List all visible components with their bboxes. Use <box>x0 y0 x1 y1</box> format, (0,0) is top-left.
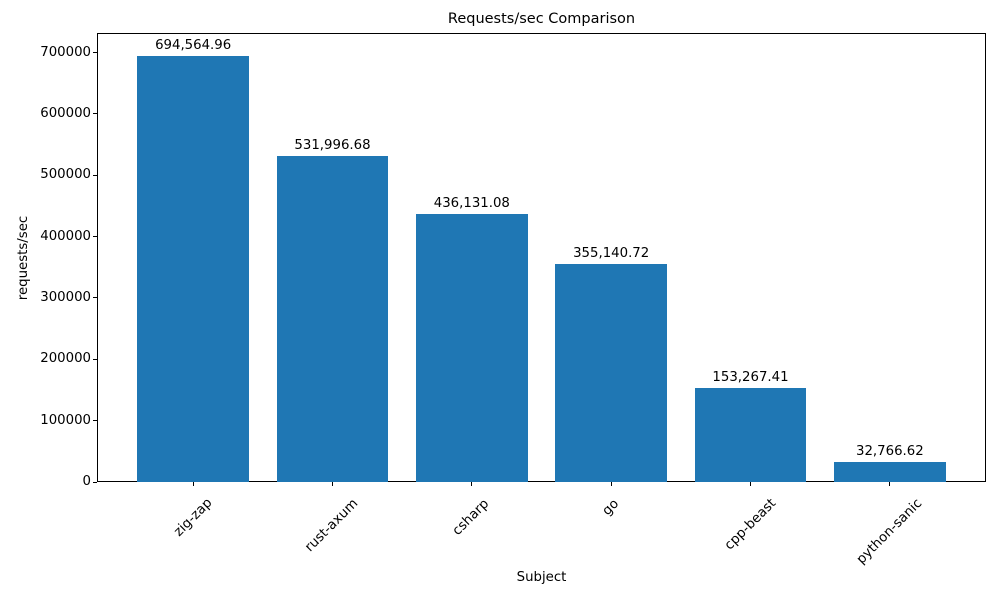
y-tick-label: 0 <box>82 474 91 489</box>
y-tick-mark <box>93 174 97 176</box>
bar-value-label: 531,996.68 <box>294 137 371 153</box>
y-tick-mark <box>93 358 97 360</box>
x-tick-mark <box>889 482 891 486</box>
y-tick-label: 200000 <box>40 351 91 367</box>
bar-rust-axum <box>276 155 389 482</box>
bar-value-label: 153,267.41 <box>712 369 789 385</box>
y-tick-label: 300000 <box>40 289 91 305</box>
y-tick-mark <box>93 113 97 115</box>
bars-layer: 694,564.96 531,996.68 436,131.08 355,140.72… <box>97 33 986 482</box>
x-tick-mark <box>331 482 333 486</box>
bar-zig-zap <box>137 55 249 482</box>
bar-go <box>555 264 667 482</box>
x-axis-label: Subject <box>516 570 567 585</box>
y-tick-label: 700000 <box>40 44 91 60</box>
x-tick-mark <box>750 482 751 486</box>
x-tick-mark <box>610 482 612 486</box>
y-tick-mark <box>93 297 97 299</box>
y-tick-mark <box>93 52 97 54</box>
bar-python-sanic <box>834 461 946 482</box>
bar-value-label: 32,766.62 <box>856 443 924 459</box>
bar-value-label: 355,140.72 <box>573 246 650 262</box>
x-tick-label: python-sanic <box>853 496 926 568</box>
x-tick-label: cpp-beast <box>721 496 779 554</box>
bar-csharp <box>416 214 528 482</box>
y-tick-label: 500000 <box>40 167 91 183</box>
x-tick-label: csharp <box>450 496 493 539</box>
x-tick-label: zig-zap <box>170 495 216 541</box>
y-tick-label: 400000 <box>40 228 91 244</box>
plot-area <box>97 33 986 482</box>
chart-title: Requests/sec Comparison <box>447 11 636 27</box>
bar-cpp-beast <box>694 387 807 482</box>
y-tick-label: 600000 <box>40 105 91 121</box>
bar-value-label: 694,564.96 <box>155 37 232 53</box>
x-tick-mark <box>192 482 194 486</box>
x-tick-mark <box>471 482 473 486</box>
x-tick-label: go <box>599 496 622 519</box>
bar-value-label: 436,131.08 <box>433 196 510 212</box>
y-tick-label: 100000 <box>40 412 91 428</box>
y-tick-mark <box>93 420 97 422</box>
y-tick-mark <box>93 236 97 238</box>
x-tick-label: rust-axum <box>302 495 362 555</box>
y-tick-mark <box>93 481 97 483</box>
